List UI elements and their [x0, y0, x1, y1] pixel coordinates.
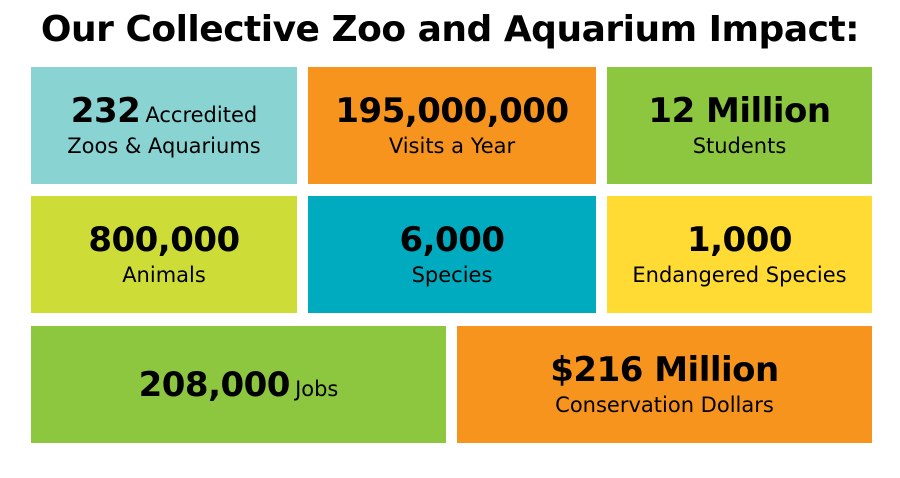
stat-tile-endangered-species: 1,000 Endangered Species — [607, 196, 872, 313]
stat-tile-jobs: 208,000 Jobs — [31, 326, 446, 443]
stat-value: 12 Million — [648, 90, 831, 131]
stat-tile-species: 6,000 Species — [308, 196, 596, 313]
stat-label: Animals — [122, 262, 206, 287]
stat-tile-conservation-dollars: $216 Million Conservation Dollars — [457, 326, 872, 443]
stat-label: Endangered Species — [632, 262, 847, 287]
stat-label-inline: Accredited — [145, 102, 258, 127]
stat-tile-students: 12 Million Students — [607, 67, 872, 184]
stat-label-inline: Jobs — [295, 376, 339, 401]
stat-value: 195,000,000 — [335, 90, 569, 131]
stat-label: Conservation Dollars — [555, 392, 774, 417]
stat-value: $216 Million — [550, 349, 779, 390]
stat-line: 232 Accredited — [71, 91, 257, 131]
stat-line: 208,000 Jobs — [139, 365, 339, 405]
page-title: Our Collective Zoo and Aquarium Impact: — [40, 9, 860, 50]
stat-label: Species — [411, 262, 493, 287]
stat-label: Zoos & Aquariums — [67, 133, 261, 158]
stat-label: Visits a Year — [388, 133, 516, 158]
stat-value: 232 — [70, 90, 141, 131]
stat-tile-accredited-zoos: 232 Accredited Zoos & Aquariums — [31, 67, 297, 184]
stat-value: 6,000 — [399, 219, 505, 260]
stat-tile-visits: 195,000,000 Visits a Year — [308, 67, 596, 184]
stat-value: 1,000 — [686, 219, 793, 260]
stat-value: 800,000 — [88, 219, 240, 260]
stat-value: 208,000 — [138, 364, 291, 405]
stat-label: Students — [692, 133, 787, 158]
stat-tile-animals: 800,000 Animals — [31, 196, 297, 313]
